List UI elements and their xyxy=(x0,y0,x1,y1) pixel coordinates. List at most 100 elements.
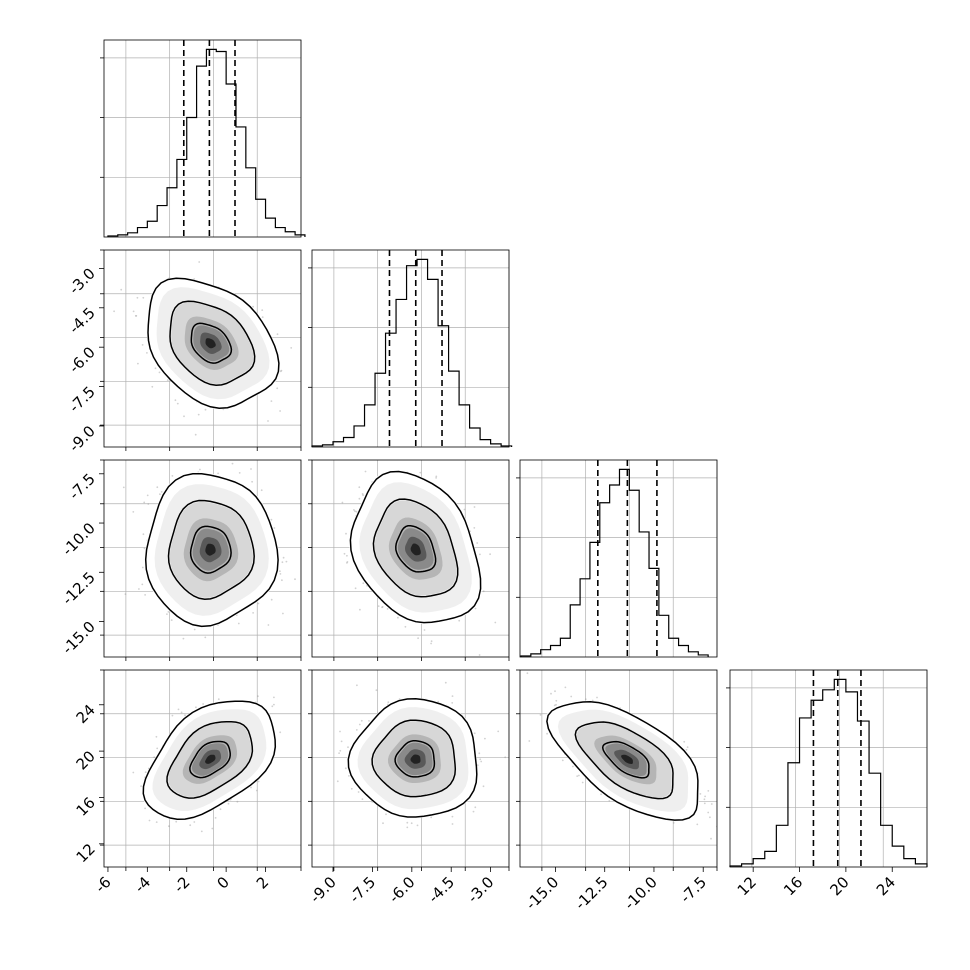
axes-frame xyxy=(729,669,928,868)
sample-point xyxy=(280,369,283,372)
sample-point xyxy=(257,695,259,698)
sample-point xyxy=(345,532,347,535)
sample-point xyxy=(217,472,220,475)
sample-point xyxy=(202,703,205,705)
sample-point xyxy=(143,547,146,550)
sample-point xyxy=(166,379,169,381)
sample-point xyxy=(270,598,273,601)
sample-point xyxy=(184,714,186,717)
sample-point xyxy=(176,402,179,405)
sample-point xyxy=(282,612,284,615)
sample-point xyxy=(282,556,285,559)
sample-point xyxy=(404,625,407,628)
sample-point xyxy=(189,824,192,827)
sample-point xyxy=(250,786,252,789)
sample-point xyxy=(355,510,358,513)
sample-point xyxy=(250,468,252,470)
sample-point xyxy=(435,477,437,479)
axes-frame xyxy=(311,459,510,658)
sample-point xyxy=(159,493,161,496)
sample-point xyxy=(155,821,158,823)
sample-point xyxy=(252,612,255,614)
sample-point xyxy=(143,501,146,504)
sample-point xyxy=(279,731,282,734)
sample-point xyxy=(473,527,476,529)
sample-point xyxy=(151,385,154,388)
sample-point xyxy=(346,562,348,564)
sample-point xyxy=(377,605,380,607)
sample-point xyxy=(276,387,279,390)
sample-point xyxy=(358,497,361,500)
sample-point xyxy=(183,415,185,418)
sample-point xyxy=(279,573,282,575)
sample-point xyxy=(381,606,384,608)
plot-area xyxy=(312,460,509,657)
sample-point xyxy=(474,607,477,610)
sample-point xyxy=(341,501,344,504)
sample-point xyxy=(279,570,281,573)
sample-point xyxy=(141,583,144,586)
sample-point xyxy=(197,413,200,416)
sample-point xyxy=(444,681,447,684)
sample-point xyxy=(236,800,239,803)
sample-point xyxy=(154,367,157,370)
contour-level-3 xyxy=(395,524,437,573)
sample-point xyxy=(156,747,159,750)
sample-point xyxy=(252,305,255,308)
sample-point xyxy=(346,554,348,557)
sample-point xyxy=(144,771,147,774)
sample-point xyxy=(120,288,123,291)
sample-point xyxy=(343,552,346,555)
sample-point xyxy=(381,606,383,609)
axes-frame xyxy=(103,249,302,448)
histogram-steps xyxy=(311,258,513,447)
sample-point xyxy=(155,735,158,738)
sample-point xyxy=(294,578,296,581)
sample-point xyxy=(193,628,196,631)
sample-point xyxy=(144,807,147,810)
sample-point xyxy=(354,510,356,512)
histogram-steps xyxy=(107,48,306,237)
histogram-panel-3 xyxy=(516,459,718,658)
sample-point xyxy=(279,410,281,412)
sample-point xyxy=(346,561,349,563)
sample-point xyxy=(160,491,163,493)
sample-point xyxy=(458,619,461,622)
sample-point xyxy=(193,821,196,823)
sample-point xyxy=(362,582,365,585)
histogram-panel-4 xyxy=(726,669,928,868)
sample-point xyxy=(353,509,355,511)
axes-frame xyxy=(103,459,302,658)
contour-level-2 xyxy=(166,720,254,799)
sample-point xyxy=(423,629,426,631)
sample-point xyxy=(340,740,343,743)
sample-point xyxy=(153,756,156,759)
sample-point xyxy=(463,508,466,511)
sample-point xyxy=(273,696,275,699)
sample-point xyxy=(219,808,222,811)
sample-point xyxy=(148,819,151,822)
sample-point xyxy=(237,622,240,625)
density-panel-1-4 xyxy=(103,669,302,868)
sample-point xyxy=(177,708,180,711)
grid xyxy=(312,250,510,447)
sample-point xyxy=(419,471,422,474)
contour-level-1 xyxy=(144,473,279,628)
sample-point xyxy=(147,503,150,505)
axes-frame xyxy=(103,39,302,238)
sample-point xyxy=(171,714,174,717)
sample-point xyxy=(200,830,203,833)
sample-point xyxy=(166,613,168,615)
sample-point xyxy=(359,608,361,611)
contour-level-3 xyxy=(189,740,231,779)
sample-point xyxy=(251,480,254,483)
sample-point xyxy=(142,533,145,536)
sample-point xyxy=(430,642,432,645)
sample-point xyxy=(260,489,263,492)
density-fill xyxy=(205,338,216,349)
histogram-steps xyxy=(520,468,709,657)
sample-point xyxy=(146,352,148,354)
sample-point xyxy=(231,462,234,465)
sample-point xyxy=(227,802,230,805)
